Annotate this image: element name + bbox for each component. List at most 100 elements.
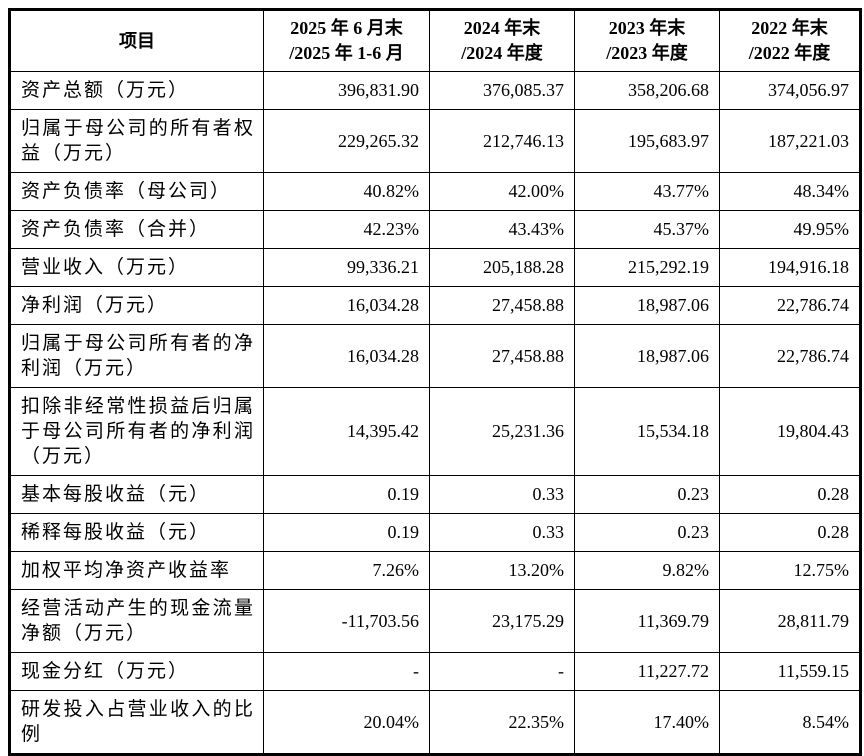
cell-value: 0.28 bbox=[719, 475, 861, 514]
cell-value: 0.33 bbox=[429, 475, 575, 514]
cell-value: 16,034.28 bbox=[263, 286, 430, 325]
row-label: 稀释每股收益（元） bbox=[9, 513, 264, 552]
cell-value: 374,056.97 bbox=[719, 71, 861, 110]
cell-value: 187,221.03 bbox=[719, 109, 861, 173]
row-label: 资产负债率（母公司） bbox=[9, 172, 264, 211]
cell-value: 11,227.72 bbox=[574, 652, 720, 691]
cell-value: 22,786.74 bbox=[719, 324, 861, 388]
table-row: 研发投入占营业收入的比例 20.04% 22.35% 17.40% 8.54% bbox=[9, 690, 861, 755]
cell-value: 9.82% bbox=[574, 551, 720, 590]
table-row: 营业收入（万元） 99,336.21 205,188.28 215,292.19 194… bbox=[9, 248, 861, 287]
table-row: 经营活动产生的现金流量净额（万元） -11,703.56 23,175.29 11,3… bbox=[9, 589, 861, 653]
row-label: 研发投入占营业收入的比例 bbox=[9, 690, 264, 755]
table-row: 加权平均净资产收益率 7.26% 13.20% 9.82% 12.75% bbox=[9, 551, 861, 590]
cell-value: 18,987.06 bbox=[574, 286, 720, 325]
cell-value: 43.43% bbox=[429, 210, 575, 249]
header-period-col-2023: 2023 年末 /2023 年度 bbox=[574, 9, 720, 72]
cell-value: 27,458.88 bbox=[429, 286, 575, 325]
header-line: /2025 年 1-6 月 bbox=[289, 43, 404, 63]
table-row: 归属于母公司所有者的净利润（万元） 16,034.28 27,458.88 18,98… bbox=[9, 324, 861, 388]
cell-value: 0.33 bbox=[429, 513, 575, 552]
header-period-col-2024: 2024 年末 /2024 年度 bbox=[429, 9, 575, 72]
cell-value: 42.00% bbox=[429, 172, 575, 211]
header-line: 2024 年末 bbox=[463, 18, 541, 38]
cell-value: 0.19 bbox=[263, 513, 430, 552]
cell-value: 17.40% bbox=[574, 690, 720, 755]
cell-value: 0.28 bbox=[719, 513, 861, 552]
cell-value: 358,206.68 bbox=[574, 71, 720, 110]
cell-value: 99,336.21 bbox=[263, 248, 430, 287]
cell-value: 16,034.28 bbox=[263, 324, 430, 388]
cell-value: 49.95% bbox=[719, 210, 861, 249]
table-row: 资产负债率（母公司） 40.82% 42.00% 43.77% 48.34% bbox=[9, 172, 861, 211]
cell-value: 22.35% bbox=[429, 690, 575, 755]
row-label: 经营活动产生的现金流量净额（万元） bbox=[9, 589, 264, 653]
row-label: 归属于母公司所有者的净利润（万元） bbox=[9, 324, 264, 388]
cell-value: 11,559.15 bbox=[719, 652, 861, 691]
cell-value: 25,231.36 bbox=[429, 387, 575, 476]
header-line: 2025 年 6 月末 bbox=[290, 18, 403, 38]
cell-value: 27,458.88 bbox=[429, 324, 575, 388]
header-line: /2024 年度 bbox=[461, 43, 543, 63]
cell-value: 40.82% bbox=[263, 172, 430, 211]
cell-value: 376,085.37 bbox=[429, 71, 575, 110]
cell-value: 18,987.06 bbox=[574, 324, 720, 388]
cell-value: 215,292.19 bbox=[574, 248, 720, 287]
cell-value: 396,831.90 bbox=[263, 71, 430, 110]
table-row: 扣除非经常性损益后归属于母公司所有者的净利润（万元） 14,395.42 25,23… bbox=[9, 387, 861, 476]
cell-value: 205,188.28 bbox=[429, 248, 575, 287]
cell-value: 15,534.18 bbox=[574, 387, 720, 476]
table-row: 现金分红（万元） - -11,227.72 11,559.15 bbox=[9, 652, 861, 691]
cell-value: 11,369.79 bbox=[574, 589, 720, 653]
cell-value: 28,811.79 bbox=[719, 589, 861, 653]
row-label: 扣除非经常性损益后归属于母公司所有者的净利润（万元） bbox=[9, 387, 264, 476]
cell-value: 212,746.13 bbox=[429, 109, 575, 173]
header-item-col: 项目 bbox=[9, 9, 264, 72]
table-row: 基本每股收益（元） 0.19 0.33 0.23 0.28 bbox=[9, 475, 861, 514]
table-row: 归属于母公司的所有者权益（万元） 229,265.32 212,746.13 195,… bbox=[9, 109, 861, 173]
header-line: /2023 年度 bbox=[606, 43, 688, 63]
row-label: 资产总额（万元） bbox=[9, 71, 264, 110]
cell-value: 0.19 bbox=[263, 475, 430, 514]
cell-value: 13.20% bbox=[429, 551, 575, 590]
row-label: 基本每股收益（元） bbox=[9, 475, 264, 514]
header-period-col-2022: 2022 年末 /2022 年度 bbox=[719, 9, 861, 72]
cell-value: 195,683.97 bbox=[574, 109, 720, 173]
row-label: 营业收入（万元） bbox=[9, 248, 264, 287]
cell-value: 0.23 bbox=[574, 513, 720, 552]
cell-value: - bbox=[263, 652, 430, 691]
table-body: 资产总额（万元） 396,831.90 376,085.37 358,206.68 37… bbox=[9, 71, 861, 755]
header-line: 2023 年末 bbox=[608, 18, 686, 38]
header-row: 项目 2025 年 6 月末 /2025 年 1-6 月 2024 年末 /20… bbox=[9, 9, 861, 72]
table-row: 资产总额（万元） 396,831.90 376,085.37 358,206.68 37… bbox=[9, 71, 861, 110]
cell-value: 23,175.29 bbox=[429, 589, 575, 653]
cell-value: 48.34% bbox=[719, 172, 861, 211]
table-row: 稀释每股收益（元） 0.19 0.33 0.23 0.28 bbox=[9, 513, 861, 552]
cell-value: 14,395.42 bbox=[263, 387, 430, 476]
row-label: 资产负债率（合并） bbox=[9, 210, 264, 249]
cell-value: 8.54% bbox=[719, 690, 861, 755]
cell-value: -11,703.56 bbox=[263, 589, 430, 653]
header-line: /2022 年度 bbox=[748, 43, 831, 63]
cell-value: 229,265.32 bbox=[263, 109, 430, 173]
row-label: 现金分红（万元） bbox=[9, 652, 264, 691]
cell-value: 19,804.43 bbox=[719, 387, 861, 476]
cell-value: 12.75% bbox=[719, 551, 861, 590]
cell-value: 43.77% bbox=[574, 172, 720, 211]
financial-summary-table: 项目 2025 年 6 月末 /2025 年 1-6 月 2024 年末 /20… bbox=[8, 8, 862, 756]
table-row: 资产负债率（合并） 42.23% 43.43% 45.37% 49.95% bbox=[9, 210, 861, 249]
cell-value: 22,786.74 bbox=[719, 286, 861, 325]
cell-value: 7.26% bbox=[263, 551, 430, 590]
row-label: 加权平均净资产收益率 bbox=[9, 551, 264, 590]
table-row: 净利润（万元） 16,034.28 27,458.88 18,987.06 22,786… bbox=[9, 286, 861, 325]
cell-value: 42.23% bbox=[263, 210, 430, 249]
row-label: 净利润（万元） bbox=[9, 286, 264, 325]
cell-value: 45.37% bbox=[574, 210, 720, 249]
row-label: 归属于母公司的所有者权益（万元） bbox=[9, 109, 264, 173]
cell-value: 0.23 bbox=[574, 475, 720, 514]
header-line: 2022 年末 bbox=[751, 18, 828, 38]
cell-value: 194,916.18 bbox=[719, 248, 861, 287]
header-period-col-2025: 2025 年 6 月末 /2025 年 1-6 月 bbox=[263, 9, 430, 72]
